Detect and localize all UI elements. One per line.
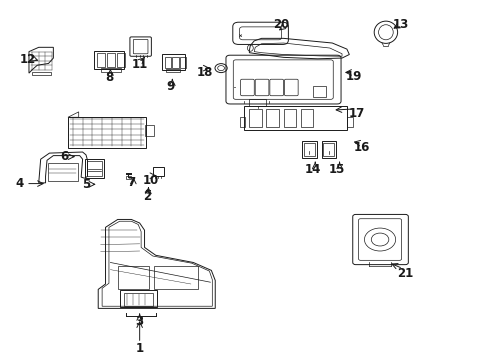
Bar <box>126 176 131 179</box>
Text: 4: 4 <box>15 177 23 190</box>
Bar <box>346 117 352 127</box>
Bar <box>239 117 245 127</box>
Text: 18: 18 <box>196 66 212 79</box>
Text: 14: 14 <box>304 163 320 176</box>
Text: 11: 11 <box>131 58 147 71</box>
Text: 5: 5 <box>81 178 90 191</box>
Bar <box>32 72 51 75</box>
Text: 20: 20 <box>272 18 288 31</box>
Text: 15: 15 <box>328 163 345 176</box>
Bar <box>154 266 198 289</box>
Text: 8: 8 <box>104 71 113 84</box>
Text: 21: 21 <box>396 267 413 280</box>
Text: 2: 2 <box>142 190 151 203</box>
Text: 17: 17 <box>348 107 364 120</box>
Bar <box>47 163 78 181</box>
Bar <box>166 69 180 72</box>
Text: 3: 3 <box>135 315 143 328</box>
Bar <box>249 99 266 107</box>
Text: 13: 13 <box>391 18 408 31</box>
Text: 1: 1 <box>135 342 143 355</box>
Text: 12: 12 <box>20 53 36 66</box>
Bar <box>312 86 326 97</box>
Text: 19: 19 <box>346 69 362 82</box>
Bar <box>118 266 149 289</box>
Text: 10: 10 <box>142 174 159 186</box>
Text: 7: 7 <box>127 176 135 189</box>
Text: 16: 16 <box>353 141 369 154</box>
Bar <box>101 68 121 72</box>
Text: 9: 9 <box>166 80 174 93</box>
Bar <box>144 126 154 136</box>
Text: 6: 6 <box>60 150 68 163</box>
